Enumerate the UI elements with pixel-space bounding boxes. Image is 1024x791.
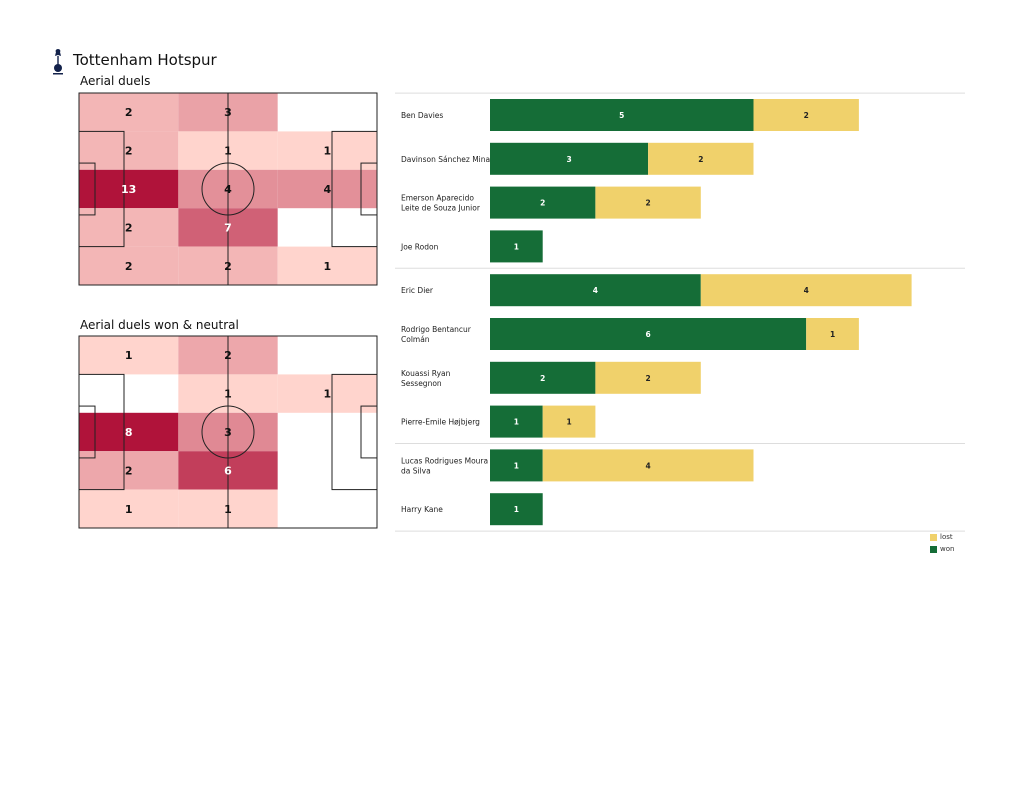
heat-label-won-r2-c0: 8 (125, 426, 133, 439)
pitch-lines (78, 335, 378, 529)
heat-cell-won-r0-c0 (79, 336, 179, 375)
bar-lost-label-2: 2 (645, 199, 650, 208)
heat-label-won-r1-c1: 1 (224, 388, 232, 401)
bar-won-label-5: 6 (645, 330, 650, 339)
bar-lost-2 (595, 186, 701, 219)
team-title: Tottenham Hotspur (73, 51, 217, 69)
heat-cell-total-r4-c0 (79, 246, 179, 285)
player-label-6: Kouassi Ryan Sessegnon (401, 369, 451, 388)
heat-cell-won-r4-c0 (79, 489, 179, 528)
bar-won-label-2: 2 (540, 199, 545, 208)
heat-cell-total-r3-c0 (79, 208, 179, 247)
bar-lost-0 (753, 99, 859, 131)
heat-label-won-r3-c0: 2 (125, 464, 133, 477)
heat-label-total-r3-c1: 7 (224, 221, 232, 234)
bar-won-label-9: 1 (514, 505, 519, 514)
heat-label-won-r0-c1: 2 (224, 349, 232, 362)
bar-won-1 (490, 142, 649, 175)
bar-won-9 (490, 493, 543, 526)
bar-won-6 (490, 361, 596, 394)
bar-lost-6 (595, 361, 701, 394)
bar-won-7 (490, 405, 543, 438)
heat-label-total-r4-c1: 2 (224, 260, 232, 273)
heat-label-won-r3-c1: 6 (224, 464, 232, 477)
player-label-3: Joe Rodon (400, 242, 439, 251)
heat-cell-total-r1-c0 (79, 131, 179, 170)
legend-item-won: won (930, 545, 954, 553)
bar-won-4 (490, 274, 701, 307)
player-label-5: Rodrigo Bentancur Colmán (401, 325, 472, 344)
heat-label-total-r1-c2: 1 (324, 145, 332, 158)
heat-cell-total-r2-c0 (79, 169, 179, 209)
heat-label-total-r3-c0: 2 (125, 221, 133, 234)
player-label-9: Harry Kane (401, 505, 443, 514)
heat-cell-won-r2-c0 (79, 412, 179, 452)
bar-won-label-7: 1 (514, 418, 519, 427)
bar-won-5 (490, 318, 807, 350)
heat-label-total-r4-c0: 2 (125, 260, 133, 273)
legend-label-lost: lost (940, 533, 953, 541)
player-label-0: Ben Davies (401, 111, 443, 120)
player-label-1: Davinson Sánchez Mina (401, 155, 490, 164)
heat-label-total-r4-c2: 1 (324, 260, 332, 273)
heat-cell-total-r4-c2 (277, 246, 377, 285)
bar-won-label-8: 1 (514, 461, 519, 470)
legend-swatch-lost (930, 533, 937, 541)
bar-lost-7 (542, 405, 596, 438)
bar-won-3 (490, 230, 543, 263)
player-label-7: Pierre-Emile Højbjerg (401, 418, 480, 427)
bar-won-label-6: 2 (540, 374, 545, 383)
bar-won-label-1: 3 (566, 155, 571, 164)
heat-label-won-r2-c1: 3 (224, 426, 232, 439)
bar-lost-4 (700, 274, 912, 307)
heat-cell-total-r1-c2 (277, 131, 377, 170)
heat-label-total-r0-c0: 2 (125, 106, 133, 119)
bar-lost-label-4: 4 (804, 286, 809, 295)
heat-cell-total-r0-c0 (79, 93, 179, 132)
pitch-lines (78, 92, 378, 286)
bar-lost-label-7: 1 (566, 418, 571, 427)
legend-item-lost: lost (930, 533, 953, 541)
bar-lost-label-6: 2 (645, 374, 650, 383)
heat-cell-total-r2-c2 (277, 169, 377, 209)
bar-won-0 (490, 99, 754, 131)
heat-label-won-r4-c1: 1 (224, 503, 232, 516)
player-label-8: Lucas Rodrigues Moura da Silva (401, 456, 488, 475)
bar-won-label-0: 5 (619, 111, 624, 120)
player-label-2: Emerson Aparecido Leite de Souza Junior (401, 194, 481, 213)
bar-won-label-4: 4 (593, 286, 598, 295)
aerial-duels-heatmap: 2 3 2 1 1 13 4 4 2 7 2 2 1 (78, 92, 378, 286)
bar-won-8 (490, 449, 543, 482)
bar-lost-label-5: 1 (830, 330, 835, 339)
player-aerial-duels-bar-chart: Ben Davies 5 2 Davinson Sánchez Mina 3 2 Emers… (395, 92, 965, 532)
bar-lost-label-8: 4 (645, 461, 650, 470)
heat-cell-won-r1-c2 (277, 374, 377, 413)
bar-lost-5 (806, 318, 859, 350)
legend-label-won: won (940, 545, 955, 553)
aerial-duels-won-neutral-title: Aerial duels won & neutral (80, 318, 239, 332)
bar-won-2 (490, 186, 596, 219)
player-label-4: Eric Dier (401, 286, 434, 295)
heat-label-total-r1-c0: 2 (125, 145, 133, 158)
heat-cell-won-r3-c0 (79, 451, 179, 490)
heat-label-won-r4-c0: 1 (125, 503, 133, 516)
bar-lost-label-1: 2 (698, 155, 703, 164)
cockerel-crest-icon (50, 47, 66, 79)
aerial-duels-won-neutral-heatmap: 1 2 1 1 8 3 2 6 1 1 (78, 335, 378, 529)
bar-lost-label-0: 2 (804, 111, 809, 120)
aerial-duels-title: Aerial duels (80, 74, 151, 88)
heat-label-total-r1-c1: 1 (224, 145, 232, 158)
heat-label-won-r1-c2: 1 (324, 388, 332, 401)
legend-swatch-won (930, 545, 937, 553)
heat-label-total-r2-c0: 13 (121, 183, 136, 196)
bar-lost-8 (542, 449, 754, 482)
bar-won-label-3: 1 (514, 242, 519, 251)
heat-label-total-r2-c1: 4 (224, 183, 232, 196)
heat-label-total-r0-c1: 3 (224, 106, 232, 119)
heat-label-won-r0-c0: 1 (125, 349, 133, 362)
bar-lost-1 (648, 142, 754, 175)
heat-label-total-r2-c2: 4 (324, 183, 332, 196)
